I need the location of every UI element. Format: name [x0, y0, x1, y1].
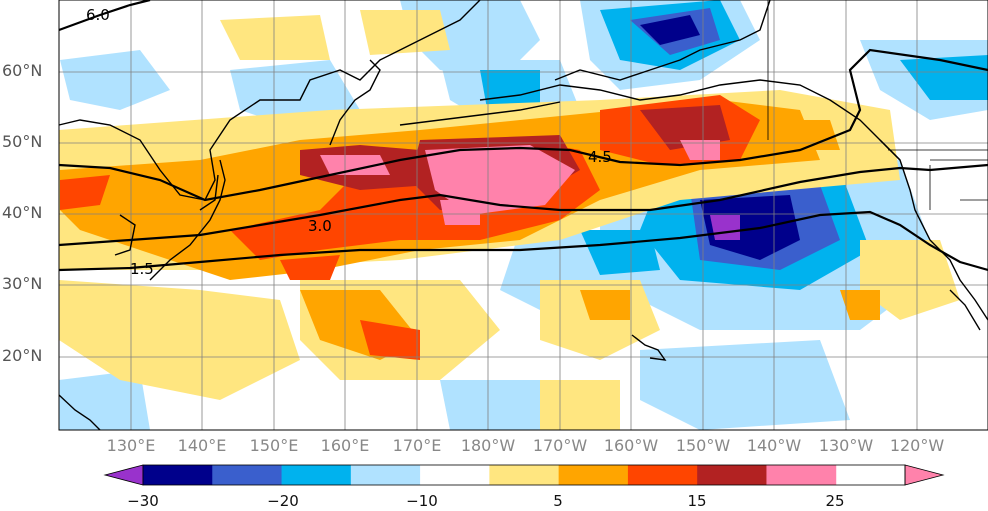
colorbar-segment [766, 465, 837, 485]
lat-label: 60°N [2, 61, 43, 80]
lon-label: 120°W [889, 436, 945, 455]
lon-label: 140°W [746, 436, 802, 455]
lon-label: 160°W [603, 436, 659, 455]
lon-label: 170°W [532, 436, 588, 455]
colorbar-segment [627, 465, 698, 485]
lat-label: 20°N [2, 346, 43, 365]
colorbar-segment [489, 465, 560, 485]
colorbar-outline [142, 464, 906, 486]
colorbar [103, 464, 945, 486]
lat-lon-grid [59, 0, 988, 430]
lon-label: 160°E [320, 436, 370, 455]
colorbar-tick-label: −10 [406, 492, 438, 510]
colorbar-segment [420, 465, 490, 485]
lat-label: 30°N [2, 274, 43, 293]
colorbar-tick-label: 5 [553, 492, 563, 510]
lon-label: 130°W [818, 436, 874, 455]
lon-label: 130°E [106, 436, 156, 455]
contour-label: 4.5 [588, 148, 612, 166]
colorbar-extend-min [103, 464, 144, 486]
lon-label: 150°E [249, 436, 299, 455]
lat-label: 50°N [2, 132, 43, 151]
contour-label-group: 6.0 4.5 3.0 1.5 [86, 6, 612, 278]
map-border [58, 0, 988, 431]
lon-label: 180°W [460, 436, 516, 455]
colorbar-tick-label: 25 [825, 492, 845, 510]
lon-label: 170°E [392, 436, 442, 455]
colorbar-tick-label: −30 [127, 492, 159, 510]
anomaly-shading [59, 0, 988, 430]
colorbar-tick-label: −20 [267, 492, 299, 510]
colorbar-segment [697, 465, 767, 485]
contour-lines [58, 0, 988, 272]
colorbar-segment [281, 465, 352, 485]
colorbar-extend-max [904, 464, 945, 486]
colorbar-segment [143, 465, 213, 485]
borders [767, 0, 988, 210]
contour-label: 3.0 [308, 217, 332, 235]
colorbar-tick-label: 15 [687, 492, 707, 510]
colorbar-segment [212, 465, 283, 485]
colorbar-segment [558, 465, 629, 485]
contour-label: 6.0 [86, 6, 110, 24]
colorbar-segment [350, 465, 421, 485]
contour-label: 1.5 [130, 260, 154, 278]
lon-label: 140°E [177, 436, 227, 455]
lon-label: 150°W [675, 436, 731, 455]
lat-label: 40°N [2, 203, 43, 222]
coastlines [58, 0, 988, 431]
